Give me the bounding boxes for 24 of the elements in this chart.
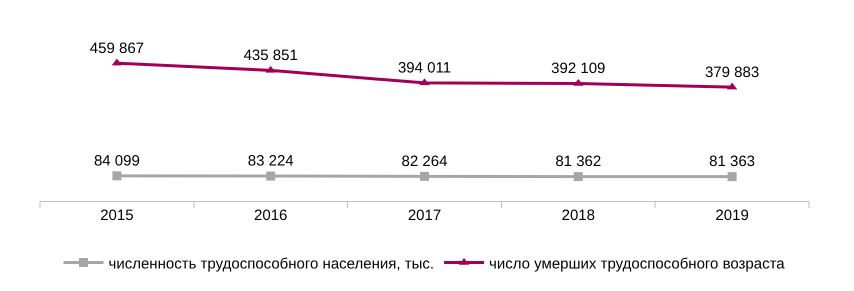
point (266, 66, 276, 73)
legend-label: численность трудоспособного населения, тыс. (108, 255, 434, 272)
point (266, 172, 276, 181)
data-label: 82 264 (402, 152, 448, 170)
data-label: 392 109 (551, 60, 606, 78)
point (574, 172, 583, 182)
data-label: 435 851 (244, 46, 298, 64)
point (728, 172, 737, 182)
legend-label: число умерших трудоспособного возраста (489, 255, 786, 272)
data-label: 379 883 (704, 64, 760, 81)
data-label: 81 363 (709, 153, 756, 170)
data-label: 83 224 (248, 152, 294, 170)
data-label: 81 362 (555, 153, 602, 170)
x-tick-label: 2017 (408, 207, 442, 224)
data-label: 459 867 (90, 40, 144, 57)
x-tick-label: 2018 (562, 207, 595, 224)
x-tick-label: 2015 (100, 207, 134, 224)
point (420, 172, 429, 181)
point (112, 171, 122, 180)
data-label: 394 011 (398, 60, 452, 77)
data-label: 84 099 (94, 152, 140, 170)
x-tick-label: 2019 (715, 207, 749, 224)
point (573, 78, 584, 86)
x-tick-label: 2016 (254, 207, 288, 224)
